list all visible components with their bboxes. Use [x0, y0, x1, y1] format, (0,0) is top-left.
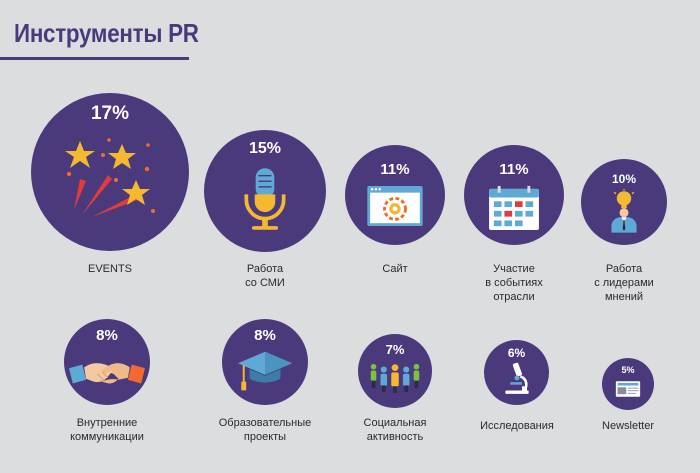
tool-percent: 5%	[621, 365, 635, 375]
tool-label-internal-comms: Внутренние коммуникации	[70, 417, 144, 443]
leader-lightbulb-icon	[611, 189, 637, 233]
tool-percent: 8%	[96, 327, 118, 344]
tool-label-social-activity: Социальная активность	[363, 417, 427, 443]
tool-circle-events: 17%	[31, 93, 189, 251]
page-title: Инструменты PR	[14, 18, 199, 48]
graduation-cap-icon	[237, 351, 293, 391]
tool-label-education: Образовательные проекты	[218, 417, 312, 443]
tool-label-opinion-leaders: Работа с лидерами мнений	[594, 263, 654, 303]
tool-percent: 7%	[385, 342, 405, 357]
tool-label-newsletter: Newsletter	[602, 420, 654, 432]
tool-percent: 15%	[248, 140, 282, 157]
tool-circle-website: 11%	[345, 145, 445, 245]
tool-label-website: Сайт	[382, 263, 408, 275]
website-gear-icon	[367, 185, 423, 227]
tool-circle-industry-events: 11%	[464, 145, 564, 245]
tool-circle-education: 8%	[222, 319, 308, 405]
tool-percent: 11%	[499, 161, 529, 178]
tool-label-media: Работа со СМИ	[245, 263, 285, 289]
tool-percent: 6%	[507, 346, 526, 360]
tool-percent: 8%	[254, 327, 276, 344]
tool-circle-media: 15%	[204, 130, 326, 252]
tool-label-industry-events: Участие в событиях отрасли	[485, 263, 543, 303]
tool-circle-social-activity: 7%	[358, 334, 432, 408]
people-group-icon	[370, 363, 420, 393]
tool-percent: 10%	[611, 172, 637, 186]
stars-fireworks-icon	[65, 138, 155, 217]
calendar-icon	[489, 185, 539, 231]
newsletter-icon	[615, 381, 641, 397]
tool-label-research: Исследования	[480, 420, 554, 432]
tool-circle-newsletter: 5%	[602, 358, 654, 410]
handshake-icon	[69, 363, 145, 384]
microphone-icon	[244, 168, 286, 230]
tool-percent: 11%	[380, 161, 410, 178]
tool-percent: 17%	[90, 103, 130, 124]
tool-circle-internal-comms: 8%	[64, 319, 150, 405]
title-underline	[0, 57, 189, 60]
microscope-icon	[504, 362, 529, 394]
tool-label-events: EVENTS	[87, 263, 132, 275]
tool-circle-opinion-leaders: 10%	[581, 159, 667, 245]
tool-circle-research: 6%	[484, 340, 549, 405]
